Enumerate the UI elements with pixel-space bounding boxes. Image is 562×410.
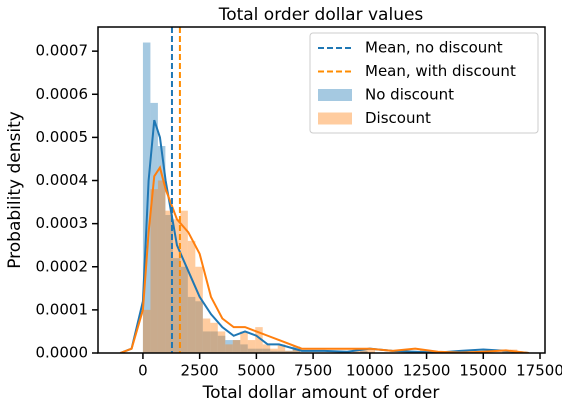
- bar: [202, 318, 211, 353]
- bar: [217, 331, 226, 353]
- bar: [270, 350, 278, 353]
- bar: [285, 350, 293, 353]
- bar: [195, 301, 203, 353]
- bar: [367, 348, 376, 353]
- x-axis-label: Total dollar amount of order: [202, 383, 440, 403]
- bar: [150, 102, 158, 353]
- bar: [240, 344, 248, 353]
- bar: [360, 348, 368, 353]
- bar: [285, 350, 293, 353]
- plot-area: [119, 27, 529, 353]
- bar: [225, 344, 233, 353]
- chart-title: Total order dollar values: [218, 5, 424, 25]
- bar: [150, 189, 158, 353]
- bar: [255, 348, 263, 353]
- y-tick-label: 0.0007: [36, 42, 89, 60]
- legend-label: Discount: [365, 109, 431, 127]
- x-tick-label: 12500: [403, 362, 451, 380]
- bar: [217, 335, 226, 353]
- kde-line: [119, 119, 529, 353]
- bar: [232, 340, 241, 353]
- y-tick-label: 0.0001: [36, 300, 89, 318]
- y-tick-label: 0.0005: [36, 128, 89, 146]
- bar: [277, 350, 286, 353]
- bar: [277, 344, 286, 353]
- legend-label: Mean, no discount: [365, 39, 503, 57]
- bar: [157, 146, 166, 353]
- x-tick-label: 15000: [459, 362, 507, 380]
- legend-label: Mean, with discount: [365, 62, 516, 80]
- bar: [187, 296, 196, 353]
- legend-patch: [318, 89, 352, 101]
- bar: [165, 215, 173, 353]
- x-tick-label: 7500: [294, 362, 332, 380]
- bar: [225, 340, 233, 353]
- bar: [247, 340, 256, 353]
- y-tick-label: 0.0003: [36, 214, 89, 232]
- bar: [172, 258, 181, 353]
- x-tick-label: 0: [138, 362, 148, 380]
- bar: [270, 348, 278, 353]
- bar: [255, 327, 263, 353]
- legend-patch: [318, 112, 352, 125]
- legend-label: No discount: [365, 86, 454, 104]
- y-tick-label: 0.0000: [36, 344, 89, 362]
- x-tick-label: 2500: [181, 362, 219, 380]
- kde-line: [119, 165, 529, 353]
- bar: [165, 210, 173, 353]
- bar: [247, 348, 256, 353]
- y-tick-label: 0.0004: [36, 171, 89, 189]
- bar: [172, 219, 181, 353]
- bar: [142, 309, 151, 353]
- bar: [195, 266, 203, 353]
- x-tick-label: 10000: [346, 362, 394, 380]
- bar: [187, 240, 196, 353]
- legend-box: [309, 32, 539, 134]
- bar: [262, 344, 271, 353]
- plot-frame: [97, 26, 546, 354]
- bar: [142, 42, 151, 353]
- x-tick-label: 5000: [237, 362, 275, 380]
- bar: [180, 266, 188, 353]
- y-tick-label: 0.0006: [36, 85, 89, 103]
- y-tick-label: 0.0002: [36, 257, 89, 275]
- bar: [360, 350, 368, 353]
- bar: [210, 322, 218, 353]
- x-tick-label: 17500: [516, 362, 562, 380]
- bar: [240, 331, 248, 353]
- bar: [210, 331, 218, 353]
- bar: [157, 180, 166, 353]
- bar: [202, 331, 211, 353]
- bar: [262, 348, 271, 353]
- bar: [180, 210, 188, 353]
- bar: [232, 340, 241, 353]
- bar: [292, 348, 301, 353]
- bar: [502, 350, 510, 353]
- y-axis-label: Probability density: [5, 111, 25, 269]
